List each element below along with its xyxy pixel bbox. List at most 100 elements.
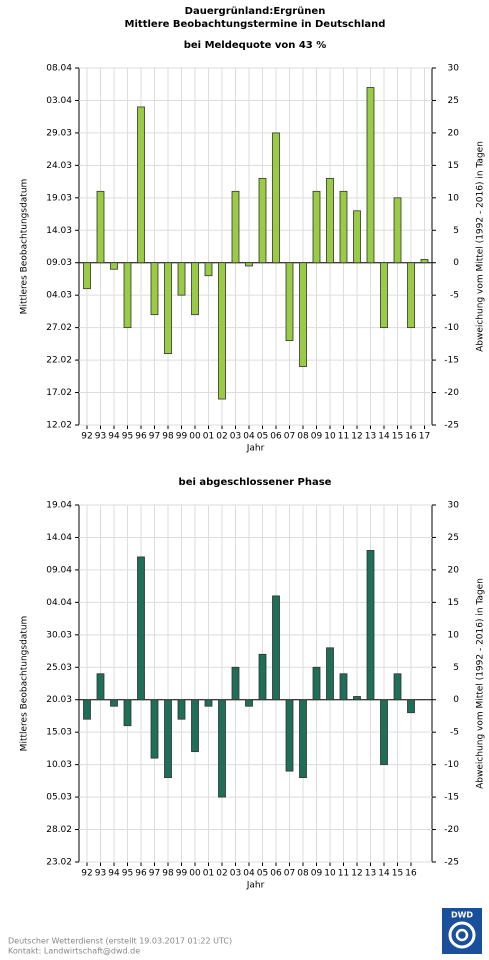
bar — [83, 262, 91, 290]
y2-tick-label: 15 — [448, 161, 459, 171]
bar — [285, 262, 294, 342]
x-tick-label: 13 — [365, 869, 376, 879]
x-tick-label: 95 — [122, 869, 133, 879]
y2-tick-label: -5 — [450, 728, 459, 738]
y2-tick-label: 10 — [448, 630, 460, 640]
bar — [299, 699, 307, 779]
y2-tick-label: -5 — [450, 291, 459, 301]
y2-tick-label: -15 — [444, 793, 459, 803]
bar — [353, 210, 361, 264]
x-tick-label: 07 — [284, 432, 295, 442]
bar — [326, 177, 334, 264]
bar — [366, 87, 375, 264]
bar — [164, 262, 172, 354]
bar — [366, 550, 375, 701]
y2-tick-label: 30 — [448, 501, 460, 511]
x-tick-label: 92 — [81, 869, 92, 879]
x-tick-label: 02 — [216, 432, 227, 442]
bar — [258, 653, 267, 701]
bar — [326, 647, 334, 701]
chart-title: bei Meldequote von 43 % — [184, 40, 327, 51]
x-tick-label: 95 — [122, 432, 133, 442]
y-tick-label: 22.02 — [46, 356, 72, 366]
bar — [245, 262, 253, 267]
x-tick-label: 02 — [216, 869, 227, 879]
x-tick-label: 03 — [230, 869, 241, 879]
y-tick-label: 10.03 — [46, 760, 72, 770]
x-tick-label: 97 — [149, 869, 160, 879]
x-tick-label: 98 — [162, 432, 174, 442]
y2-tick-label: 5 — [453, 226, 459, 236]
y-axis-label: Mittleres Beobachtungsdatum — [20, 179, 30, 315]
y2-tick-label: -20 — [444, 825, 459, 835]
y2-tick-label: 20 — [448, 565, 460, 575]
y-tick-label: 04.03 — [46, 291, 72, 301]
y2-tick-label: 0 — [453, 258, 459, 268]
y-tick-label: 14.04 — [46, 533, 72, 543]
bar — [339, 673, 348, 701]
y2-tick-label: 15 — [448, 598, 459, 608]
bar — [218, 262, 226, 400]
x-tick-label: 15 — [392, 869, 403, 879]
bar — [191, 262, 199, 316]
bar — [312, 190, 321, 264]
bar — [393, 673, 402, 701]
bar — [272, 595, 280, 701]
y-tick-label: 09.04 — [46, 565, 72, 575]
y2-tick-label: 10 — [448, 193, 460, 203]
x-tick-label: 01 — [203, 432, 214, 442]
y-tick-label: 30.03 — [46, 630, 72, 640]
x-tick-label: 08 — [297, 869, 309, 879]
bar — [150, 699, 159, 759]
bar — [272, 132, 280, 264]
y2-axis-label: Abweichung vom Mittel (1992 - 2016) in T… — [476, 141, 486, 352]
x-tick-label: 06 — [270, 869, 282, 879]
y-tick-label: 08.04 — [46, 64, 72, 74]
y-tick-label: 19.04 — [46, 501, 72, 511]
x-tick-label: 03 — [230, 432, 241, 442]
y-tick-label: 27.02 — [46, 323, 72, 333]
y2-tick-label: 0 — [453, 695, 459, 705]
bar — [177, 262, 186, 296]
bar — [380, 262, 388, 329]
y-tick-label: 15.03 — [46, 728, 72, 738]
x-tick-label: 08 — [297, 432, 309, 442]
bar — [204, 699, 213, 707]
y2-axis-label: Abweichung vom Mittel (1992 - 2016) in T… — [476, 578, 486, 789]
x-axis-label: Jahr — [246, 881, 265, 891]
y-tick-label: 19.03 — [46, 193, 72, 203]
y-tick-label: 20.03 — [46, 695, 72, 705]
x-tick-label: 97 — [149, 432, 160, 442]
y-tick-label: 28.02 — [46, 825, 72, 835]
x-axis-label: Jahr — [246, 444, 265, 454]
x-tick-label: 06 — [270, 432, 282, 442]
x-tick-label: 12 — [351, 869, 362, 879]
x-tick-label: 16 — [405, 869, 417, 879]
footer: Deutscher Wetterdienst (erstellt 19.03.2… — [8, 937, 232, 946]
bar — [164, 699, 172, 779]
x-tick-label: 94 — [108, 432, 120, 442]
chart-title: bei abgeschlossener Phase — [179, 477, 332, 488]
y2-tick-label: -25 — [444, 858, 459, 868]
bar — [258, 177, 267, 264]
bar — [312, 666, 321, 701]
y2-tick-label: 30 — [448, 64, 460, 74]
bar — [393, 197, 402, 264]
x-tick-label: 05 — [257, 869, 268, 879]
x-tick-label: 92 — [81, 432, 92, 442]
bar — [110, 699, 118, 707]
plot-area — [78, 67, 433, 426]
y2-tick-label: 25 — [448, 96, 459, 106]
y-tick-label: 09.03 — [46, 258, 72, 268]
x-tick-label: 09 — [311, 869, 323, 879]
bar — [353, 696, 361, 701]
y2-tick-label: -25 — [444, 421, 459, 431]
title: Dauergrünland:Ergrünen — [185, 6, 326, 17]
y2-tick-label: -15 — [444, 356, 459, 366]
plot-area — [78, 504, 433, 863]
logo-text: DWD — [451, 911, 473, 920]
y2-tick-label: 25 — [448, 533, 459, 543]
x-tick-label: 93 — [95, 432, 106, 442]
bar — [218, 699, 226, 798]
